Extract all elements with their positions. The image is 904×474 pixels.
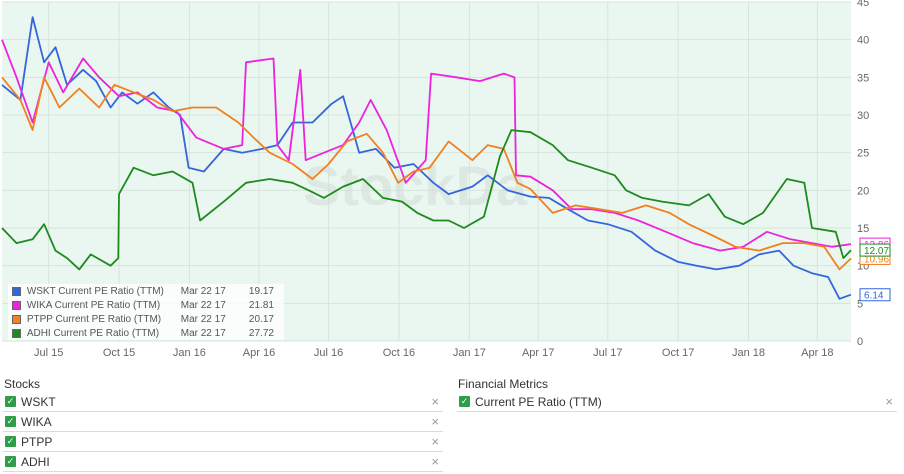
stock-item-ptpp[interactable]: ✓ PTPP × [3, 432, 443, 452]
x-tick-label: Jul 16 [314, 347, 343, 359]
x-tick-label: Oct 17 [662, 347, 694, 359]
x-tick-label: Jan 17 [453, 347, 486, 359]
remove-icon[interactable]: × [431, 414, 439, 429]
legend-value: 27.72 [248, 327, 274, 339]
legend-series-name: WIKA Current PE Ratio (TTM) [26, 299, 161, 311]
legend-row-adhi: ADHI Current PE Ratio (TTM) Mar 22 17 27… [8, 326, 284, 340]
stocks-section-title: Stocks [4, 377, 41, 391]
legend-date: Mar 22 17 [180, 327, 226, 339]
y-tick-label: 35 [857, 72, 869, 84]
y-tick-label: 15 [857, 223, 869, 235]
remove-icon[interactable]: × [885, 394, 893, 409]
legend-swatch-adhi [12, 328, 21, 338]
y-tick-label: 30 [857, 110, 869, 122]
checkbox-icon[interactable]: ✓ [5, 456, 16, 467]
pe-ratio-chart: 0 5 10 15 20 25 30 35 40 45 Jul 15 Oct 15 Jan 16 Apr … [1, 0, 891, 359]
legend-series-name: PTPP Current PE Ratio (TTM) [26, 313, 162, 325]
x-tick-label: Jan 16 [173, 347, 206, 359]
legend-row-wika: WIKA Current PE Ratio (TTM) Mar 22 17 21… [8, 298, 284, 312]
legend-swatch-wika [12, 300, 21, 310]
end-value-label: 12.07 [864, 246, 889, 257]
series-line [1, 16, 852, 300]
x-tick-label: Jan 18 [732, 347, 765, 359]
stock-item-wskt[interactable]: ✓ WSKT × [3, 392, 443, 412]
watermark: StockDa [303, 154, 528, 217]
legend-series-name: ADHI Current PE Ratio (TTM) [26, 327, 160, 339]
legend-date: Mar 22 17 [180, 285, 226, 297]
remove-icon[interactable]: × [431, 434, 439, 449]
legend-date: Mar 22 17 [180, 299, 226, 311]
checkbox-icon[interactable]: ✓ [5, 436, 16, 447]
end-value-box [859, 288, 891, 302]
legend-value: 20.17 [248, 313, 274, 325]
y-tick-label: 45 [857, 0, 869, 9]
remove-icon[interactable]: × [431, 394, 439, 409]
legend-swatch-wskt [12, 286, 21, 296]
stock-item-adhi[interactable]: ✓ ADHI × [3, 452, 443, 472]
end-value-box [859, 243, 891, 257]
stock-item-wika[interactable]: ✓ WIKA × [3, 412, 443, 432]
stock-label: WIKA [21, 414, 52, 429]
checkbox-icon[interactable]: ✓ [5, 416, 16, 427]
x-tick-label: Apr 17 [522, 347, 554, 359]
x-tick-label: Oct 15 [103, 347, 135, 359]
remove-icon[interactable]: × [431, 454, 439, 469]
y-tick-label: 40 [857, 35, 869, 47]
y-tick-label: 0 [857, 336, 863, 348]
y-tick-label: 5 [857, 298, 863, 310]
legend-series-name: WSKT Current PE Ratio (TTM) [26, 285, 164, 297]
x-tick-label: Apr 16 [243, 347, 275, 359]
metric-item-pe-ratio[interactable]: ✓ Current PE Ratio (TTM) × [457, 392, 897, 412]
chart-legend: WSKT Current PE Ratio (TTM) Mar 22 17 19… [8, 284, 284, 340]
x-tick-label: Apr 18 [801, 347, 833, 359]
x-tick-label: Jul 15 [34, 347, 63, 359]
stock-label: ADHI [21, 454, 50, 469]
stock-label: PTPP [21, 434, 53, 449]
legend-value: 19.17 [248, 285, 274, 297]
x-tick-label: Jul 17 [593, 347, 622, 359]
metrics-section-title: Financial Metrics [458, 377, 549, 391]
legend-swatch-ptpp [12, 314, 21, 324]
metric-label: Current PE Ratio (TTM) [475, 394, 602, 409]
legend-row-ptpp: PTPP Current PE Ratio (TTM) Mar 22 17 20… [8, 312, 284, 326]
series-line [1, 129, 852, 271]
legend-value: 21.81 [248, 299, 274, 311]
x-tick-label: Oct 16 [383, 347, 415, 359]
stock-label: WSKT [21, 394, 56, 409]
end-value-label: 6.14 [864, 291, 884, 302]
y-tick-label: 25 [857, 148, 869, 160]
legend-date: Mar 22 17 [180, 313, 226, 325]
end-value-label: 10.96 [864, 254, 889, 265]
checkbox-icon[interactable]: ✓ [459, 396, 470, 407]
y-tick-label: 20 [857, 185, 869, 197]
legend-row-wskt: WSKT Current PE Ratio (TTM) Mar 22 17 19… [8, 284, 284, 298]
checkbox-icon[interactable]: ✓ [5, 396, 16, 407]
series-line [1, 76, 852, 271]
